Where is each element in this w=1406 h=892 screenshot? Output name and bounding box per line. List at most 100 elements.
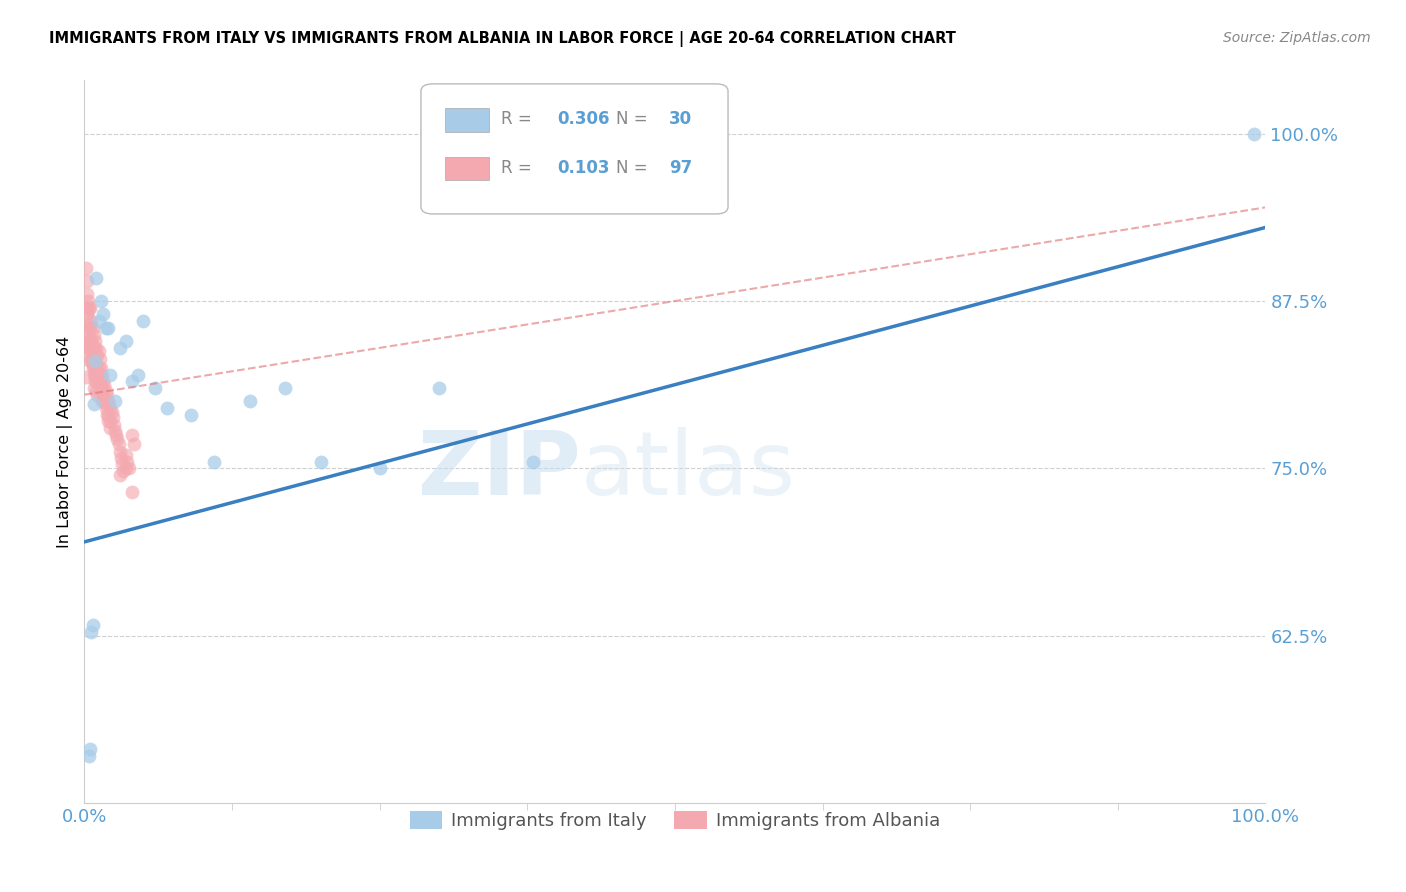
Text: Source: ZipAtlas.com: Source: ZipAtlas.com xyxy=(1223,31,1371,45)
Text: 0.103: 0.103 xyxy=(557,159,609,177)
Point xyxy=(91,387,114,401)
Point xyxy=(77,317,100,331)
Point xyxy=(77,749,100,764)
Point xyxy=(80,351,103,366)
Point xyxy=(122,437,145,451)
Text: atlas: atlas xyxy=(581,427,796,514)
Point xyxy=(98,368,121,382)
Point xyxy=(79,321,101,335)
Point xyxy=(84,375,107,389)
Point xyxy=(87,375,110,389)
Text: 0.306: 0.306 xyxy=(557,111,609,128)
Text: 30: 30 xyxy=(669,111,692,128)
Y-axis label: In Labor Force | Age 20-64: In Labor Force | Age 20-64 xyxy=(58,335,73,548)
Point xyxy=(103,418,125,433)
Point xyxy=(77,341,100,355)
Point xyxy=(87,361,110,376)
Point xyxy=(97,394,120,409)
Point xyxy=(91,308,114,322)
Point xyxy=(77,341,100,355)
Point xyxy=(101,410,124,425)
Point xyxy=(89,368,111,382)
Point xyxy=(76,274,98,288)
Point xyxy=(83,381,105,395)
Point xyxy=(94,397,117,411)
Point xyxy=(75,260,97,275)
Point xyxy=(90,294,112,309)
Point xyxy=(91,394,114,409)
Point xyxy=(84,334,107,349)
Point xyxy=(86,387,108,401)
Point xyxy=(94,401,117,416)
Point xyxy=(77,301,100,315)
Point xyxy=(84,368,107,382)
Point xyxy=(87,314,110,328)
Point xyxy=(96,408,118,422)
Point xyxy=(84,384,107,398)
Point xyxy=(90,361,112,376)
Point xyxy=(96,387,118,401)
Point xyxy=(79,348,101,362)
Point xyxy=(94,384,117,398)
Point xyxy=(83,327,105,342)
Point xyxy=(118,461,141,475)
Point xyxy=(309,455,332,469)
Point xyxy=(108,468,131,483)
Point xyxy=(86,368,108,382)
Point xyxy=(91,394,114,409)
Point xyxy=(82,357,104,371)
Point xyxy=(202,455,225,469)
Point xyxy=(110,450,132,465)
Point xyxy=(80,624,103,639)
Point xyxy=(79,334,101,349)
Point xyxy=(91,375,114,389)
Point xyxy=(86,348,108,362)
Point xyxy=(89,351,111,366)
Point xyxy=(84,361,107,376)
Point xyxy=(114,448,136,462)
Point xyxy=(82,341,104,355)
Point xyxy=(121,485,143,500)
Point xyxy=(100,405,122,419)
Point xyxy=(98,414,121,428)
Text: N =: N = xyxy=(616,159,652,177)
Point xyxy=(180,408,202,422)
Point xyxy=(239,394,262,409)
Point xyxy=(79,354,101,368)
Point xyxy=(90,378,112,392)
Point xyxy=(75,370,97,384)
Point xyxy=(91,381,114,395)
Point xyxy=(77,321,100,335)
Point xyxy=(83,341,105,355)
Point xyxy=(104,424,127,438)
Point xyxy=(84,375,107,389)
Point xyxy=(89,375,111,389)
Point xyxy=(91,368,114,382)
Point xyxy=(84,354,107,368)
Point xyxy=(368,461,391,475)
Point xyxy=(82,321,104,335)
Point xyxy=(143,381,166,395)
Point xyxy=(77,330,100,344)
Point xyxy=(76,308,98,322)
Point xyxy=(107,437,129,451)
Point xyxy=(97,408,120,422)
Point xyxy=(121,428,143,442)
Point xyxy=(522,455,544,469)
Point xyxy=(98,397,121,411)
Point xyxy=(127,368,149,382)
Point xyxy=(84,271,107,285)
Text: R =: R = xyxy=(502,111,537,128)
Point xyxy=(80,314,103,328)
Point xyxy=(80,354,103,368)
Point xyxy=(98,421,121,435)
Point xyxy=(83,361,105,376)
Point xyxy=(104,394,127,409)
Point xyxy=(156,401,179,416)
Point xyxy=(112,464,135,478)
Point xyxy=(132,314,155,328)
Point xyxy=(79,742,101,756)
Bar xyxy=(444,157,489,180)
Point xyxy=(77,321,100,335)
Point xyxy=(84,341,107,355)
